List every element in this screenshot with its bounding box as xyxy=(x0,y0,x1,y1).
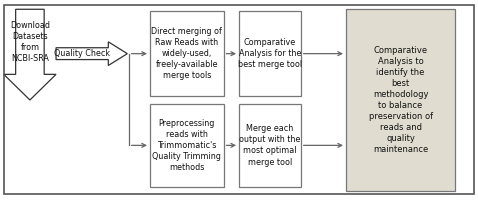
Bar xyxy=(150,11,224,96)
Polygon shape xyxy=(56,42,127,65)
Text: Download
Datasets
from
NCBI-SRA: Download Datasets from NCBI-SRA xyxy=(10,21,50,63)
Bar xyxy=(239,11,301,96)
Polygon shape xyxy=(4,9,56,100)
Text: Comparative
Analysis to
identify the
best
methodology
to balance
preservation of: Comparative Analysis to identify the bes… xyxy=(369,46,433,154)
Bar xyxy=(346,9,455,191)
Text: Quality Check: Quality Check xyxy=(54,49,110,58)
Bar xyxy=(239,104,301,187)
Text: Merge each
output with the
most optimal
merge tool: Merge each output with the most optimal … xyxy=(239,124,301,167)
Bar xyxy=(150,104,224,187)
Text: Comparative
Analysis for the
best merge tool: Comparative Analysis for the best merge … xyxy=(238,38,302,69)
Text: Preprocessing
reads with
Trimmomatic's
Quality Trimming
methods: Preprocessing reads with Trimmomatic's Q… xyxy=(152,119,221,172)
Text: Direct merging of
Raw Reads with
widely-used,
freely-available
merge tools: Direct merging of Raw Reads with widely-… xyxy=(152,27,222,80)
